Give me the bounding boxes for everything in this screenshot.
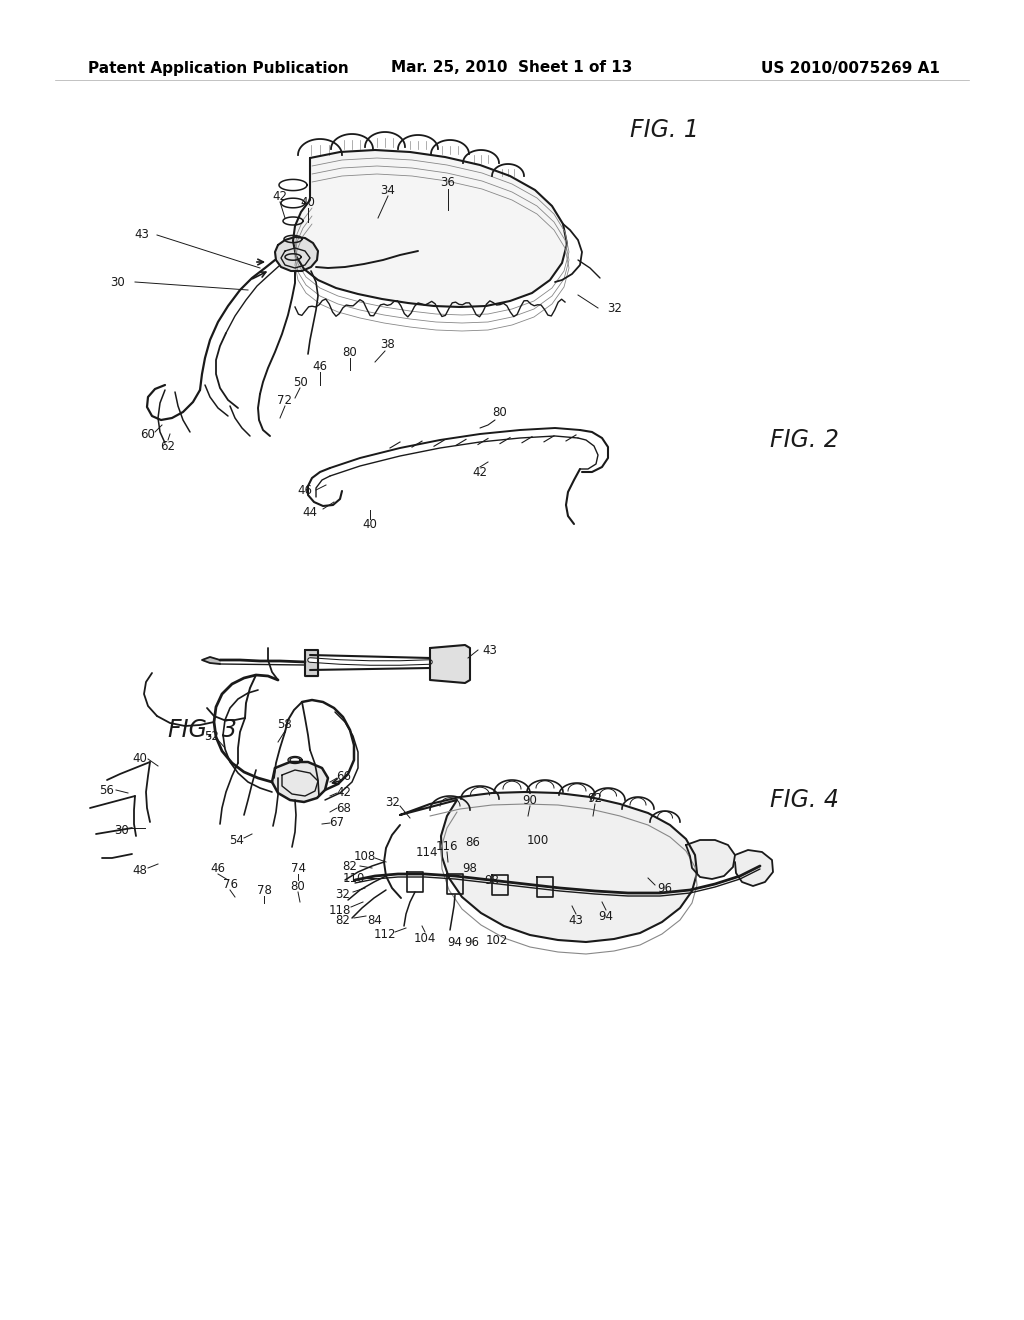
Text: 94: 94	[598, 909, 613, 923]
Text: FIG. 4: FIG. 4	[770, 788, 839, 812]
Text: 30: 30	[115, 824, 129, 837]
Text: 104: 104	[414, 932, 436, 945]
Text: 50: 50	[293, 375, 307, 388]
Text: 54: 54	[229, 833, 245, 846]
Text: 46: 46	[312, 359, 328, 372]
Text: 98: 98	[484, 874, 500, 887]
Text: 90: 90	[522, 793, 538, 807]
Text: 80: 80	[343, 346, 357, 359]
Text: 92: 92	[588, 792, 602, 804]
Text: 62: 62	[161, 440, 175, 453]
Text: 94: 94	[447, 936, 463, 949]
Text: FIG. 3: FIG. 3	[168, 718, 237, 742]
Text: 100: 100	[527, 833, 549, 846]
Text: 56: 56	[99, 784, 115, 796]
Text: 36: 36	[440, 177, 456, 190]
Text: 84: 84	[368, 913, 382, 927]
Text: 42: 42	[337, 787, 351, 800]
Text: 46: 46	[298, 483, 312, 496]
Text: 48: 48	[132, 863, 147, 876]
Text: 116: 116	[436, 840, 459, 853]
Text: 38: 38	[381, 338, 395, 351]
Text: 108: 108	[354, 850, 376, 862]
Polygon shape	[686, 840, 735, 879]
Text: 32: 32	[386, 796, 400, 809]
Polygon shape	[400, 792, 697, 942]
Text: 34: 34	[381, 183, 395, 197]
Text: Patent Application Publication: Patent Application Publication	[88, 61, 349, 75]
Text: 40: 40	[362, 519, 378, 532]
Polygon shape	[275, 238, 318, 271]
Text: 52: 52	[205, 730, 219, 743]
Text: 80: 80	[493, 407, 507, 420]
Text: 68: 68	[337, 801, 351, 814]
Text: Mar. 25, 2010  Sheet 1 of 13: Mar. 25, 2010 Sheet 1 of 13	[391, 61, 633, 75]
Text: 76: 76	[222, 878, 238, 891]
Text: 30: 30	[111, 276, 125, 289]
Text: FIG. 2: FIG. 2	[770, 428, 839, 451]
Text: 80: 80	[291, 879, 305, 892]
Text: 67: 67	[330, 817, 344, 829]
Text: 43: 43	[568, 913, 584, 927]
Polygon shape	[735, 850, 773, 886]
Text: 82: 82	[343, 859, 357, 873]
Text: 42: 42	[272, 190, 288, 202]
Text: 40: 40	[132, 752, 147, 766]
Polygon shape	[293, 150, 567, 308]
Text: 74: 74	[291, 862, 305, 874]
Text: 42: 42	[472, 466, 487, 479]
Text: 46: 46	[211, 862, 225, 874]
Text: 78: 78	[257, 883, 271, 896]
Text: 32: 32	[336, 888, 350, 902]
Text: 114: 114	[416, 846, 438, 858]
Text: 98: 98	[463, 862, 477, 874]
Text: 43: 43	[482, 644, 498, 656]
Polygon shape	[272, 762, 328, 803]
Text: 96: 96	[657, 882, 673, 895]
Polygon shape	[202, 657, 220, 664]
Text: 43: 43	[134, 228, 150, 242]
Text: 40: 40	[301, 195, 315, 209]
Text: 44: 44	[302, 506, 317, 519]
Text: 112: 112	[374, 928, 396, 941]
Text: 58: 58	[278, 718, 293, 731]
Text: 66: 66	[337, 770, 351, 783]
Text: 60: 60	[140, 429, 156, 441]
Text: US 2010/0075269 A1: US 2010/0075269 A1	[761, 61, 940, 75]
Text: 32: 32	[607, 301, 623, 314]
Text: 96: 96	[465, 936, 479, 949]
Text: 118: 118	[329, 903, 351, 916]
Text: 82: 82	[336, 913, 350, 927]
Text: 86: 86	[466, 836, 480, 849]
Text: 72: 72	[278, 393, 293, 407]
Text: 110: 110	[343, 873, 366, 886]
Text: 102: 102	[485, 933, 508, 946]
Text: FIG. 1: FIG. 1	[630, 117, 698, 143]
Polygon shape	[430, 645, 470, 682]
Polygon shape	[305, 649, 318, 676]
